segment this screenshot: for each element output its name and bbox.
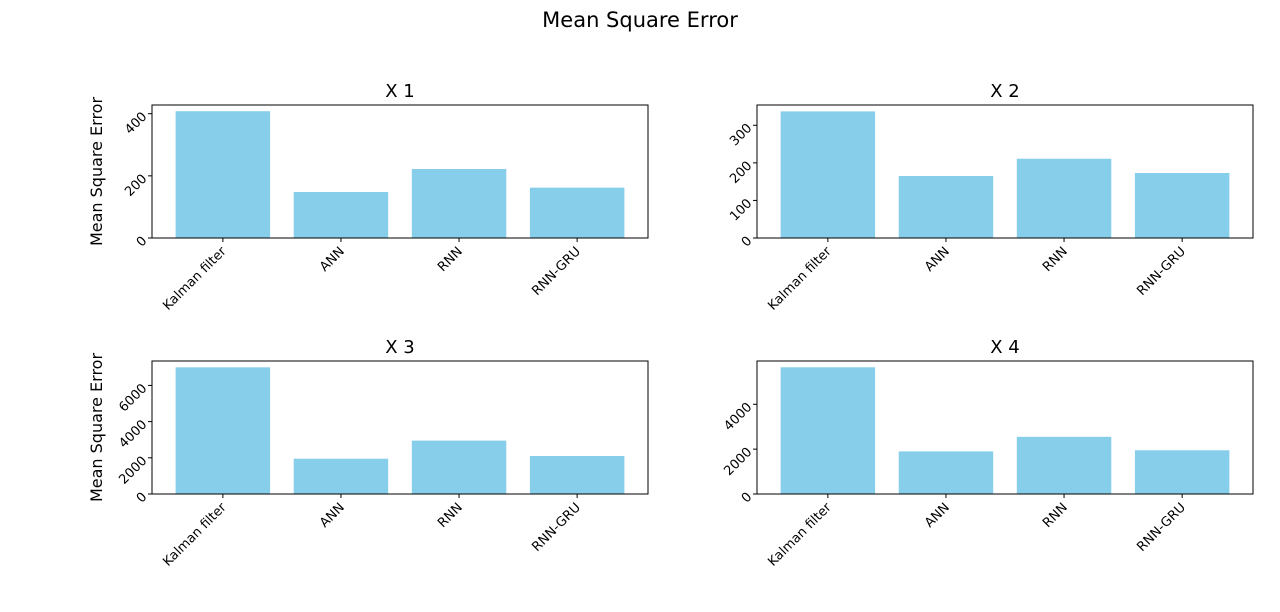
x-tick-label: Kalman filter <box>160 244 230 314</box>
axes-frame <box>756 360 1254 495</box>
subplot-4: Kalman filter ANN RNN RNN-GRU 0 2000 4000 X 4 <box>721 337 1254 570</box>
bar-rnn-gru <box>1134 450 1230 494</box>
bar-rnn-gru <box>1134 173 1230 238</box>
bar-ann <box>293 458 389 494</box>
x-tick-label: RNN-GRU <box>529 500 584 555</box>
subplot-title: X 4 <box>990 337 1020 358</box>
y-tick-label: 200 <box>727 159 755 187</box>
subplot-1: Kalman filter ANN RNN RNN-GRU 0 200 400 X 1 Mean… <box>87 81 649 314</box>
y-tick-label: 0 <box>739 234 755 250</box>
y-tick-label: 0 <box>134 490 150 506</box>
y-tick-label: 4000 <box>721 400 755 434</box>
y-tick-label: 100 <box>727 196 755 224</box>
x-tick-label: Kalman filter <box>160 500 230 570</box>
x-tick-label: ANN <box>317 244 348 275</box>
x-tick-label: RNN-GRU <box>1134 500 1189 555</box>
bar-rnn-gru <box>529 187 625 238</box>
y-tick-label: 0 <box>739 490 755 506</box>
x-tick-label: Kalman filter <box>765 244 835 314</box>
x-tick-label: RNN <box>1040 500 1071 531</box>
subplot-title: X 1 <box>385 81 415 102</box>
bar-rnn <box>411 169 507 238</box>
subplot-title: X 2 <box>990 81 1020 102</box>
bar-kalman-filter <box>175 367 271 494</box>
y-tick-label: 2000 <box>116 454 150 488</box>
bar-kalman-filter <box>175 111 271 238</box>
subplot-2: Kalman filter ANN RNN RNN-GRU 0 100 200 300 X 2 <box>727 81 1254 314</box>
axes-frame <box>151 360 649 495</box>
bar-ann <box>898 176 994 238</box>
axes-frame <box>756 104 1254 239</box>
bar-ann <box>898 451 994 494</box>
bar-rnn <box>1016 436 1112 494</box>
axes-frame <box>151 104 649 239</box>
x-tick-label: ANN <box>317 500 348 531</box>
x-tick-label: RNN <box>435 500 466 531</box>
bar-rnn <box>1016 158 1112 238</box>
y-tick-label: 2000 <box>721 445 755 479</box>
bar-ann <box>293 192 389 238</box>
y-axis-label: Mean Square Error <box>87 97 106 247</box>
y-tick-label: 0 <box>134 234 150 250</box>
x-tick-label: ANN <box>922 244 953 275</box>
x-tick-label: ANN <box>922 500 953 531</box>
x-tick-label: RNN-GRU <box>529 244 584 299</box>
y-tick-label: 4000 <box>116 417 150 451</box>
x-tick-label: RNN <box>435 244 466 275</box>
y-tick-label: 6000 <box>116 381 150 415</box>
y-tick-label: 400 <box>122 109 150 137</box>
bar-kalman-filter <box>780 111 876 238</box>
bar-rnn-gru <box>529 456 625 494</box>
y-tick-label: 300 <box>727 121 755 149</box>
bar-rnn <box>411 440 507 494</box>
y-axis-label: Mean Square Error <box>87 353 106 503</box>
bar-kalman-filter <box>780 367 876 494</box>
x-tick-label: Kalman filter <box>765 500 835 570</box>
x-tick-label: RNN <box>1040 244 1071 275</box>
subplot-title: X 3 <box>385 337 415 358</box>
figure-title: Mean Square Error <box>542 8 738 32</box>
x-tick-label: RNN-GRU <box>1134 244 1189 299</box>
y-tick-label: 200 <box>122 172 150 200</box>
